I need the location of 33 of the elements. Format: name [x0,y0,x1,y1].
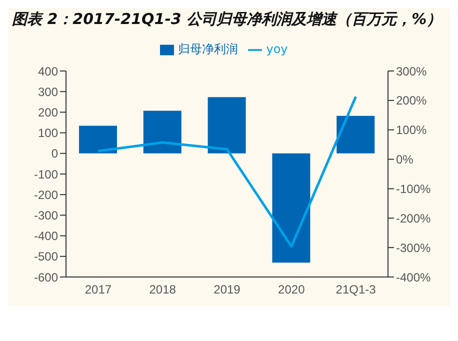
y2-tick-label: 100% [396,123,428,138]
y2-tick-label: 0% [396,152,414,167]
y2-tick-label: -200% [396,211,432,226]
chart-title: 图表 2：2017-21Q1-3 公司归母净利润及增速（百万元，%） [11,9,443,30]
bar [272,153,310,263]
line-series [96,95,358,248]
y2-tick-label: -100% [396,182,432,196]
y-tick-label: -600 [34,270,58,284]
x-tick-label: 2018 [149,282,176,297]
y-tick-label: -100 [34,167,58,182]
y-tick-label: 400 [38,64,58,78]
y-tick-label: -200 [34,188,58,202]
y2-tick-label: -400% [396,270,432,284]
x-tick-label: 21Q1-3 [336,282,376,297]
bar [336,116,375,154]
y2-tick-label: -300% [396,240,432,255]
legend-label: 归母净利润 [178,42,238,56]
y2-tick-label: 300% [396,64,428,78]
x-tick-label: 2019 [214,282,241,297]
bar [79,126,117,154]
y-tick-label: -400 [34,229,58,244]
y-tick-label: 300 [38,84,58,99]
legend-label: yoy [266,42,288,56]
y-tick-label: 200 [38,105,58,120]
y-tick-label: -500 [34,250,58,264]
y2-tick-label: 200% [396,94,428,108]
y-tick-label: 100 [38,126,58,140]
x-tick-label: 2017 [84,282,112,297]
y-tick-label: -300 [34,208,58,222]
x-tick-label: 2020 [278,282,306,297]
y-tick-label: 0 [51,146,58,161]
bar [143,110,182,154]
bar [208,97,246,154]
